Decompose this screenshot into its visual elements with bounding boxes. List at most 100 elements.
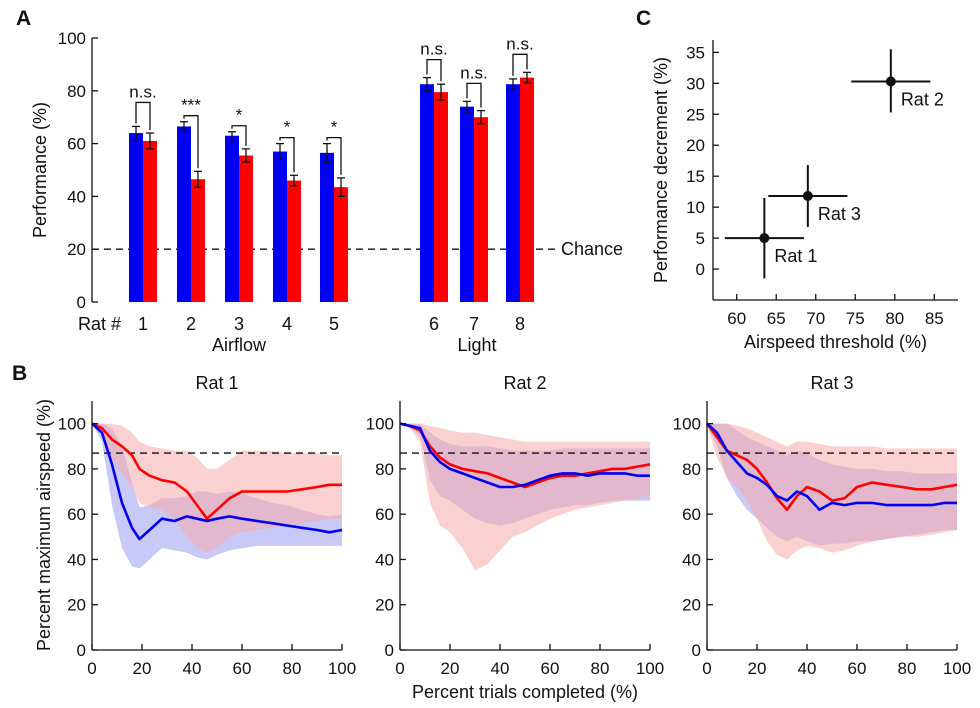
significance-label: n.s. bbox=[420, 40, 447, 59]
significance-bracket bbox=[326, 136, 342, 175]
subplot-title: Rat 3 bbox=[810, 373, 853, 393]
point-label: Rat 1 bbox=[774, 246, 817, 266]
subplot-3: 0 20 40 60 80 100 0 20 40 60 80 100 Rat 3 bbox=[673, 373, 972, 678]
subplot-title: Rat 2 bbox=[503, 373, 546, 393]
x-tick-label-b: 0 bbox=[395, 659, 404, 678]
bar-blue bbox=[129, 133, 143, 302]
significance-label: n.s. bbox=[506, 34, 533, 53]
rat-number-label: 8 bbox=[515, 314, 525, 334]
bar-blue bbox=[320, 152, 334, 302]
significance-label: n.s. bbox=[129, 82, 156, 101]
bar-red bbox=[434, 92, 448, 303]
x-tick-label-b: 20 bbox=[441, 659, 460, 678]
y-tick-label-a: 0 bbox=[77, 293, 86, 312]
significance-label: * bbox=[331, 118, 338, 137]
point-label: Rat 3 bbox=[818, 204, 861, 224]
subplot-2: 0 20 40 60 80 100 0 20 40 60 80 100 Rat 2 bbox=[366, 373, 665, 678]
y-tick-label-c: 0 bbox=[696, 260, 705, 279]
series-line-red bbox=[91, 422, 342, 521]
y-tick-label-c: 30 bbox=[686, 74, 705, 93]
y-tick-label-c: 25 bbox=[686, 105, 705, 124]
y-tick-label-b: 80 bbox=[375, 460, 394, 479]
confidence-band-red bbox=[400, 423, 650, 571]
y-tick-label-b: 0 bbox=[77, 641, 86, 660]
x-tick-label-b: 20 bbox=[133, 659, 152, 678]
significance-bracket bbox=[512, 53, 528, 76]
bar-blue bbox=[225, 135, 239, 302]
significance-bracket bbox=[279, 136, 295, 173]
x-tick-label-b: 100 bbox=[636, 659, 664, 678]
bar-red bbox=[474, 117, 488, 302]
y-tick-label-b: 60 bbox=[682, 505, 701, 524]
x-tick-label-b: 60 bbox=[541, 659, 560, 678]
bar-red bbox=[143, 140, 157, 302]
x-tick-label-b: 60 bbox=[848, 659, 867, 678]
significance-bracket bbox=[466, 82, 482, 108]
bar-blue bbox=[420, 84, 434, 302]
point-label: Rat 2 bbox=[901, 89, 944, 109]
x-tick-label-c: 85 bbox=[925, 309, 944, 328]
bar-blue bbox=[506, 84, 520, 302]
panel-label-c: C bbox=[636, 7, 651, 30]
y-tick-label-b: 0 bbox=[692, 641, 701, 660]
x-tick-label-b: 0 bbox=[87, 659, 96, 678]
confidence-band-red bbox=[707, 423, 957, 560]
y-tick-label-c: 15 bbox=[686, 167, 705, 186]
y-tick-label-a: 40 bbox=[67, 187, 86, 206]
rat-number-label: 4 bbox=[282, 314, 292, 334]
y-tick-label-a: 60 bbox=[67, 135, 86, 154]
confidence-band-red bbox=[92, 423, 342, 553]
series-line-blue bbox=[399, 422, 650, 489]
y-tick-label-b: 20 bbox=[375, 596, 394, 615]
x-tick-label-b: 100 bbox=[943, 659, 971, 678]
bar-red bbox=[287, 180, 301, 302]
y-tick-label-b: 100 bbox=[366, 415, 394, 434]
x-tick-label-b: 40 bbox=[798, 659, 817, 678]
y-axis-label-a: Performance (%) bbox=[30, 102, 50, 238]
bar-red bbox=[520, 77, 534, 302]
rat-number-label: 2 bbox=[186, 314, 196, 334]
y-tick-label-c: 35 bbox=[686, 43, 705, 62]
rat-row-label: Rat # bbox=[78, 314, 121, 334]
y-tick-label-b: 20 bbox=[682, 596, 701, 615]
panel-b-line-charts: 0 20 40 60 80 100 0 20 40 60 80 100 Rat 1 0 20 40 60 80 10… bbox=[34, 373, 971, 702]
x-tick-label-b: 80 bbox=[591, 659, 610, 678]
significance-bracket bbox=[426, 58, 442, 82]
bar-red bbox=[191, 179, 205, 302]
x-tick-label-b: 60 bbox=[233, 659, 252, 678]
x-tick-label-b: 0 bbox=[702, 659, 711, 678]
rat-number-label: 1 bbox=[138, 314, 148, 334]
y-tick-label-b: 40 bbox=[375, 550, 394, 569]
bar-blue bbox=[177, 126, 191, 302]
panel-label-b: B bbox=[12, 362, 27, 385]
y-tick-label-b: 40 bbox=[682, 550, 701, 569]
rat-number-label: 7 bbox=[469, 314, 479, 334]
significance-bracket bbox=[183, 115, 199, 169]
x-tick-label-c: 80 bbox=[885, 309, 904, 328]
y-tick-label-b: 80 bbox=[682, 460, 701, 479]
y-tick-label-b: 60 bbox=[375, 505, 394, 524]
bar-red bbox=[239, 155, 253, 302]
y-tick-label-c: 20 bbox=[686, 136, 705, 155]
y-tick-label-b: 0 bbox=[385, 641, 394, 660]
panel-c-scatter-chart: 0 5 10 15 20 25 30 35 60 65 70 75 80 85 Airspeed thres… bbox=[651, 40, 958, 352]
y-tick-label-a: 80 bbox=[67, 82, 86, 101]
x-tick-label-b: 40 bbox=[491, 659, 510, 678]
y-tick-label-b: 100 bbox=[673, 415, 701, 434]
rat-number-label: 3 bbox=[234, 314, 244, 334]
group-label-light: Light bbox=[457, 335, 496, 355]
group-label-airflow: Airflow bbox=[212, 335, 267, 355]
y-tick-label-b: 80 bbox=[67, 460, 86, 479]
x-tick-label-b: 80 bbox=[283, 659, 302, 678]
y-tick-label-b: 20 bbox=[67, 596, 86, 615]
y-tick-label-c: 5 bbox=[696, 229, 705, 248]
significance-bracket bbox=[231, 125, 247, 146]
significance-label: * bbox=[284, 118, 291, 137]
y-tick-label-b: 60 bbox=[67, 505, 86, 524]
subplot-1: 0 20 40 60 80 100 0 20 40 60 80 100 Rat 1 bbox=[58, 373, 357, 678]
y-tick-label-a: 20 bbox=[67, 240, 86, 259]
x-tick-label-c: 75 bbox=[846, 309, 865, 328]
x-tick-label-b: 80 bbox=[898, 659, 917, 678]
